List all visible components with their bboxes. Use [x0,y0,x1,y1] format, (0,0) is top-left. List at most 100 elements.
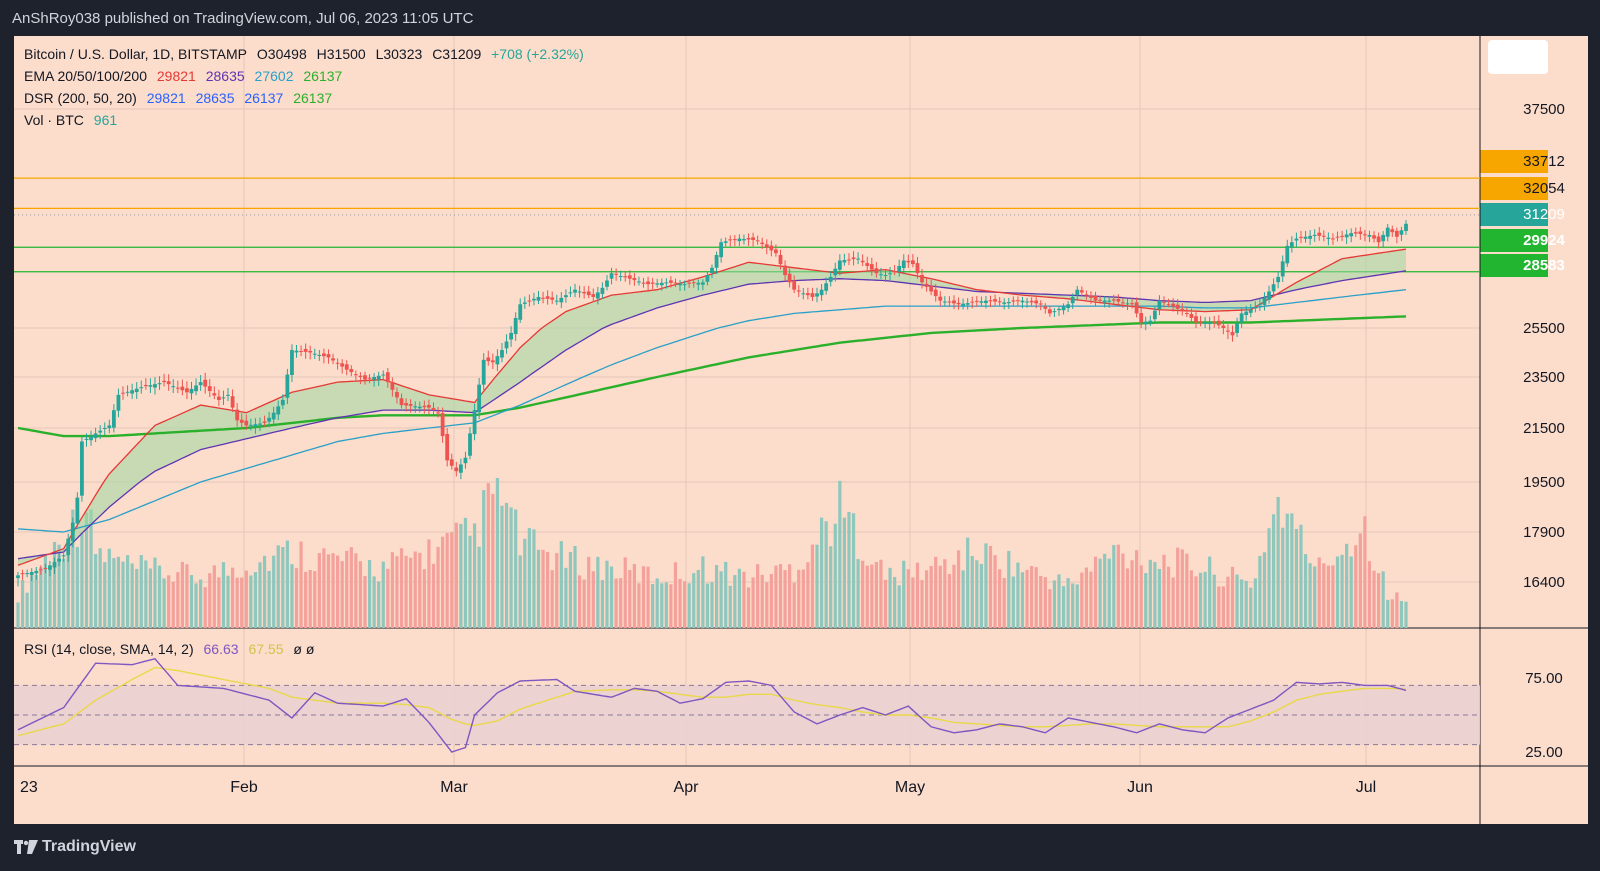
candle-body [1385,227,1390,237]
volume-bar [57,544,61,628]
volume-bar [673,562,678,628]
candle-body [1171,303,1176,307]
candle-body [769,245,774,251]
volume-bar [532,529,536,628]
volume-bar [176,572,180,628]
volume-bar [84,512,89,628]
top-right-marker [1488,40,1548,74]
candle-body [833,268,838,276]
volume-bar [824,521,828,628]
chart-canvas[interactable]: 37500 25500 23500 21500 19500 17900 16400 75.00… [14,36,1588,824]
volume-bar [1144,573,1148,628]
candle-body [860,260,865,263]
volume-bar [199,579,203,628]
volume-bar [660,583,664,628]
candle-body [130,390,135,394]
candle-body [490,360,495,363]
candle-body [1057,308,1061,311]
candle-body [728,239,733,241]
candle-body [527,300,532,302]
volume-bar [687,583,691,628]
candle-body [395,392,399,398]
candle-body [427,404,431,408]
candle-body [961,303,966,307]
volume-bar [103,562,107,628]
candle-body [1239,313,1244,323]
volume-bar [1367,561,1372,628]
candle-body [1111,299,1116,301]
volume-bar [235,577,239,628]
volume-bar [1404,601,1408,628]
candle-body [924,283,929,287]
candle-body [618,275,623,277]
candle-body [700,282,705,285]
candle-body [1157,300,1162,310]
candle-body [518,304,523,320]
volume-bar [1198,572,1203,628]
candle-body [244,420,249,426]
candle-body [1093,295,1098,301]
volume-bar [1345,543,1349,628]
volume-bar [929,566,933,628]
volume-bar [1326,565,1330,628]
rsi-sma-value: 67.55 [248,641,284,657]
candle-body [956,302,961,305]
volume-bar [52,541,57,628]
candle-body [984,300,988,304]
volume-bar [272,555,276,628]
volume-bar [514,509,518,628]
chart-area[interactable]: 37500 25500 23500 21500 19500 17900 16400 75.00… [14,36,1588,824]
candle-body [481,359,486,385]
candle-body [258,423,262,425]
candle-body [1381,234,1386,242]
rsi-value: 66.63 [203,641,239,657]
candle-body [1079,290,1084,293]
volume-bar [1230,566,1235,628]
candle-body [856,258,861,260]
candle-body [353,374,358,376]
candle-body [673,282,678,284]
volume-bar [1121,553,1125,628]
price-tag-bg [1480,150,1548,173]
candle-body [436,412,440,414]
volume-bar [262,555,267,628]
candle-body [1139,313,1144,323]
volume-bar [94,554,98,628]
candle-body [586,291,591,296]
volume-bar [947,573,952,628]
volume-bar [436,546,440,628]
volume-bar [623,557,627,628]
candle-body [317,354,322,356]
candle-body [1002,302,1007,304]
candle-body [1134,302,1139,314]
volume-bar [769,574,773,628]
volume-bar [1335,556,1340,628]
candle-body [1198,321,1203,323]
volume-bar [162,578,166,628]
candle-body [216,396,221,400]
price-tag-bg [1480,254,1548,277]
price-tag-32054: 32054 [1523,180,1565,197]
ema100-line [17,288,1407,533]
volume-bar [756,564,760,628]
volume-bar [546,551,550,628]
candle-body [1189,313,1194,318]
candle-body [1303,236,1308,239]
volume-bar [856,559,860,628]
dsr-label: DSR (200, 50, 20) [24,90,137,106]
candle-body [1052,311,1057,313]
price-tick-label: 21500 [1523,420,1565,437]
volume-bar [491,493,495,628]
volume-bar [783,570,787,628]
candle-body [349,369,354,373]
candle-body [1194,316,1198,323]
open-value: O30498 [256,46,307,62]
candle-body [979,301,984,303]
volume-bar [696,569,700,628]
candle-body [965,303,970,305]
volume-bar [1007,550,1011,628]
volume-bar [500,505,504,628]
volume-bar [1235,574,1239,628]
volume-bar [1039,575,1043,628]
time-tick-label: Apr [674,779,700,796]
